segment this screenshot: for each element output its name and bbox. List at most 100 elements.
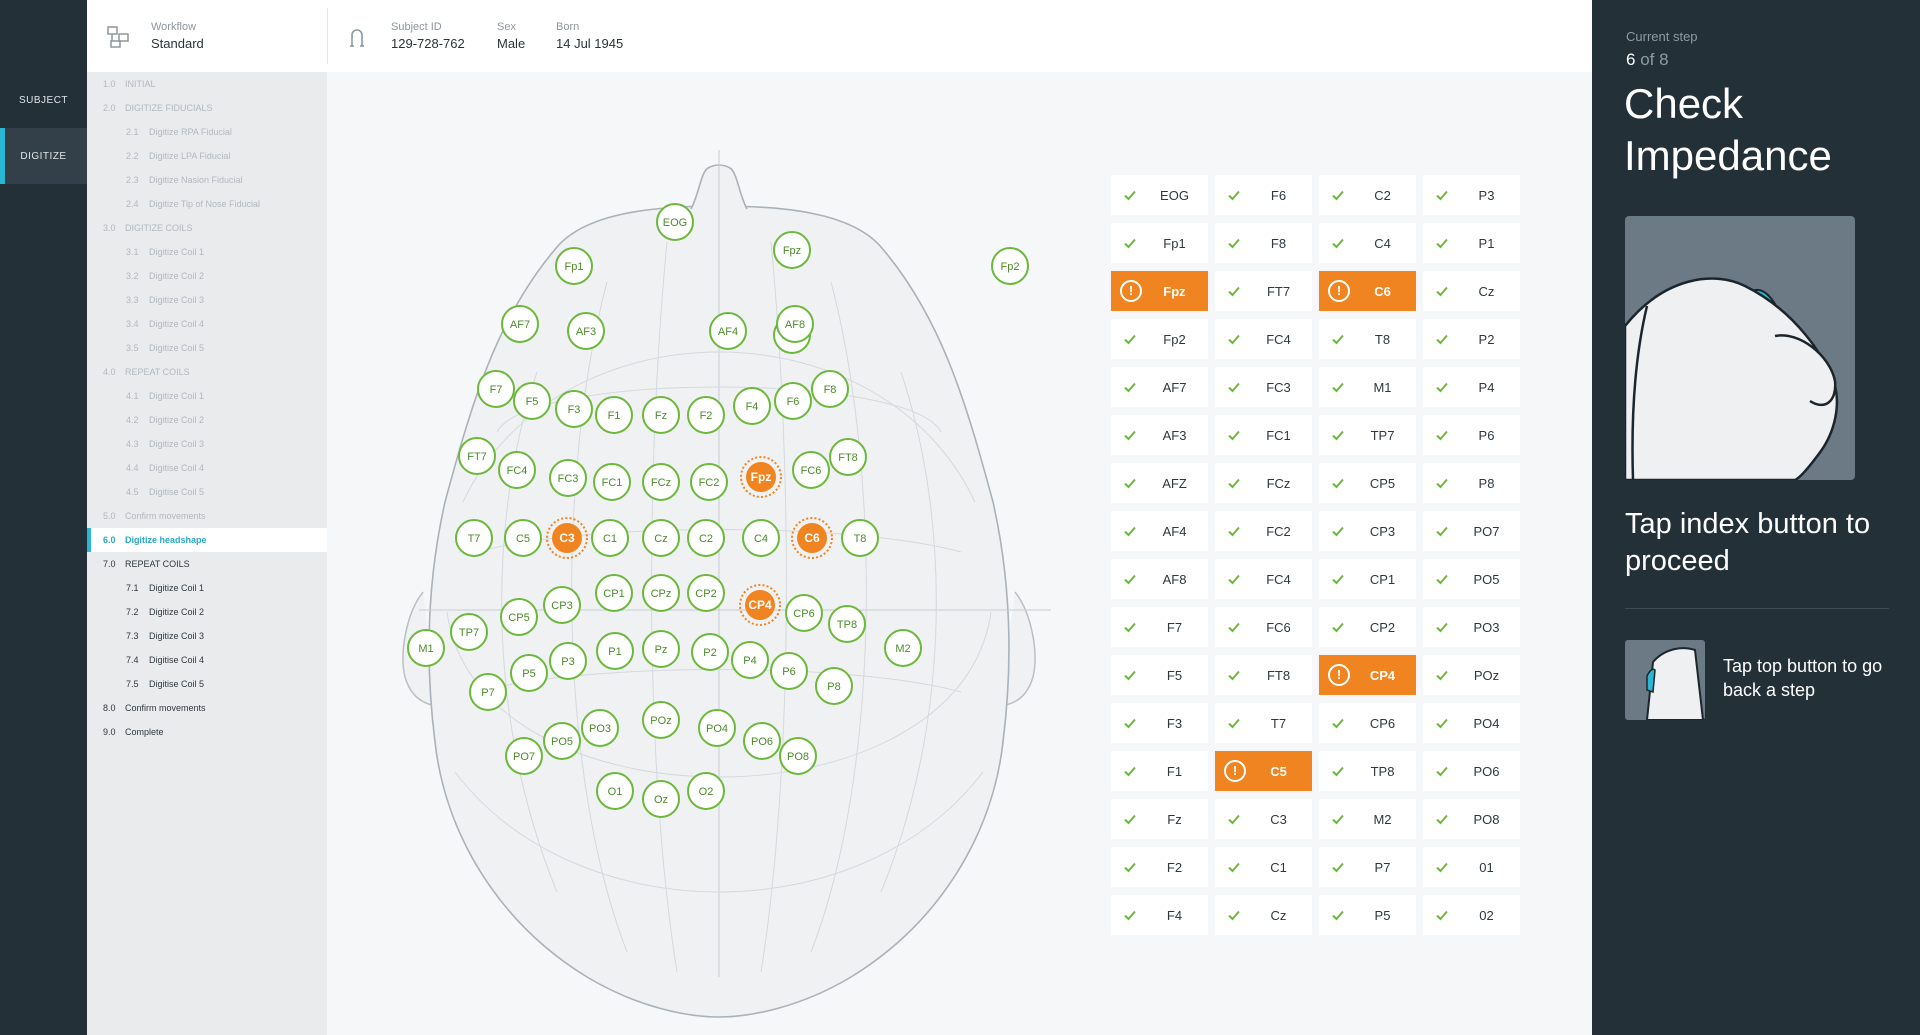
electrode-f4[interactable]: F4 (733, 387, 771, 425)
electrode-cp2[interactable]: CP2 (687, 574, 725, 612)
impedance-cell[interactable]: Cz (1215, 895, 1312, 935)
impedance-cell[interactable]: FC6 (1215, 607, 1312, 647)
impedance-cell[interactable]: AFZ (1111, 463, 1208, 503)
electrode-cp5[interactable]: CP5 (500, 598, 538, 636)
electrode-c3[interactable]: C3 (546, 517, 588, 559)
electrode-p1[interactable]: P1 (596, 632, 634, 670)
electrode-f3[interactable]: F3 (555, 390, 593, 428)
electrode-ft8[interactable]: FT8 (829, 438, 867, 476)
impedance-cell[interactable]: C2 (1319, 175, 1416, 215)
impedance-cell[interactable]: CP5 (1319, 463, 1416, 503)
impedance-cell[interactable]: F4 (1111, 895, 1208, 935)
electrode-p3[interactable]: P3 (549, 642, 587, 680)
step-item[interactable]: 5.0 Confirm movements (87, 504, 327, 528)
electrode-fc2[interactable]: FC2 (690, 463, 728, 501)
electrode-c2[interactable]: C2 (687, 519, 725, 557)
impedance-cell[interactable]: F1 (1111, 751, 1208, 791)
impedance-cell[interactable]: TP8 (1319, 751, 1416, 791)
step-item[interactable]: 9.0 Complete (87, 720, 327, 744)
electrode-po4[interactable]: PO4 (698, 709, 736, 747)
electrode-fp2[interactable]: Fp2 (991, 247, 1029, 285)
impedance-cell[interactable]: AF7 (1111, 367, 1208, 407)
impedance-cell[interactable]: TP7 (1319, 415, 1416, 455)
step-item[interactable]: 2.2 Digitize LPA Fiducial (87, 144, 327, 168)
electrode-f6[interactable]: F6 (774, 382, 812, 420)
impedance-cell[interactable]: ! CP4 (1319, 655, 1416, 695)
step-item[interactable]: 7.5 Digitise Coil 5 (87, 672, 327, 696)
impedance-cell[interactable]: FT7 (1215, 271, 1312, 311)
impedance-cell[interactable]: PO5 (1423, 559, 1520, 599)
impedance-cell[interactable]: FC1 (1215, 415, 1312, 455)
electrode-f5[interactable]: F5 (513, 382, 551, 420)
electrode-m1[interactable]: M1 (407, 629, 445, 667)
impedance-cell[interactable]: AF4 (1111, 511, 1208, 551)
step-item[interactable]: 7.0 REPEAT COILS (87, 552, 327, 576)
electrode-oz[interactable]: Oz (642, 780, 680, 818)
electrode-poz[interactable]: POz (642, 701, 680, 739)
impedance-cell[interactable]: 01 (1423, 847, 1520, 887)
step-item[interactable]: 7.3 Digitize Coil 3 (87, 624, 327, 648)
impedance-cell[interactable]: F5 (1111, 655, 1208, 695)
impedance-cell[interactable]: C4 (1319, 223, 1416, 263)
nav-subject[interactable]: SUBJECT (0, 72, 87, 128)
electrode-pz[interactable]: Pz (642, 630, 680, 668)
step-item[interactable]: 4.2 Digitize Coil 2 (87, 408, 327, 432)
step-item[interactable]: 2.1 Digitize RPA Fiducial (87, 120, 327, 144)
electrode-o1[interactable]: O1 (596, 772, 634, 810)
electrode-po7[interactable]: PO7 (505, 737, 543, 775)
impedance-cell[interactable]: EOG (1111, 175, 1208, 215)
electrode-fcz[interactable]: FCz (642, 463, 680, 501)
impedance-cell[interactable]: Fz (1111, 799, 1208, 839)
step-item[interactable]: 3.4 Digitize Coil 4 (87, 312, 327, 336)
step-item[interactable]: 4.3 Digitize Coil 3 (87, 432, 327, 456)
electrode-cpz[interactable]: CPz (642, 574, 680, 612)
step-item[interactable]: 3.5 Digitize Coil 5 (87, 336, 327, 360)
electrode-cz[interactable]: Cz (642, 519, 680, 557)
electrode-f8[interactable]: F8 (811, 370, 849, 408)
impedance-cell[interactable]: P4 (1423, 367, 1520, 407)
electrode-c1[interactable]: C1 (591, 519, 629, 557)
impedance-cell[interactable]: P6 (1423, 415, 1520, 455)
electrode-cp3[interactable]: CP3 (543, 586, 581, 624)
electrode-af7[interactable]: AF7 (501, 305, 539, 343)
impedance-cell[interactable]: AF8 (1111, 559, 1208, 599)
step-item[interactable]: 4.1 Digitize Coil 1 (87, 384, 327, 408)
impedance-cell[interactable]: C3 (1215, 799, 1312, 839)
electrode-po6[interactable]: PO6 (743, 722, 781, 760)
impedance-cell[interactable]: F2 (1111, 847, 1208, 887)
electrode-eog[interactable]: EOG (656, 203, 694, 241)
impedance-cell[interactable]: PO3 (1423, 607, 1520, 647)
impedance-cell[interactable]: FCz (1215, 463, 1312, 503)
electrode-o2[interactable]: O2 (687, 772, 725, 810)
electrode-p5[interactable]: P5 (510, 654, 548, 692)
electrode-af8[interactable]: AF8 (776, 305, 814, 343)
impedance-cell[interactable]: M2 (1319, 799, 1416, 839)
impedance-cell[interactable]: C1 (1215, 847, 1312, 887)
electrode-m2[interactable]: M2 (884, 629, 922, 667)
electrode-cp1[interactable]: CP1 (595, 574, 633, 612)
step-item[interactable]: 4.4 Digitise Coil 4 (87, 456, 327, 480)
impedance-cell[interactable]: ! Fpz (1111, 271, 1208, 311)
impedance-cell[interactable]: PO8 (1423, 799, 1520, 839)
impedance-cell[interactable]: ! C6 (1319, 271, 1416, 311)
step-item[interactable]: 4.5 Digitise Coil 5 (87, 480, 327, 504)
electrode-p7[interactable]: P7 (469, 673, 507, 711)
electrode-f2[interactable]: F2 (687, 396, 725, 434)
electrode-c6[interactable]: C6 (791, 517, 833, 559)
impedance-cell[interactable]: PO6 (1423, 751, 1520, 791)
impedance-cell[interactable]: F7 (1111, 607, 1208, 647)
electrode-f7[interactable]: F7 (477, 370, 515, 408)
step-item[interactable]: 3.3 Digitize Coil 3 (87, 288, 327, 312)
electrode-po5[interactable]: PO5 (543, 722, 581, 760)
impedance-cell[interactable]: CP2 (1319, 607, 1416, 647)
impedance-cell[interactable]: M1 (1319, 367, 1416, 407)
impedance-cell[interactable]: P7 (1319, 847, 1416, 887)
step-item[interactable]: 1.0 INITIAL (87, 72, 327, 96)
step-item[interactable]: 6.0 Digitize headshape (87, 528, 327, 552)
electrode-af3[interactable]: AF3 (567, 312, 605, 350)
impedance-cell[interactable]: FC4 (1215, 319, 1312, 359)
step-item[interactable]: 2.4 Digitize Tip of Nose Fiducial (87, 192, 327, 216)
electrode-cp4[interactable]: CP4 (739, 584, 781, 626)
electrode-f1[interactable]: F1 (595, 396, 633, 434)
impedance-cell[interactable]: Fp2 (1111, 319, 1208, 359)
